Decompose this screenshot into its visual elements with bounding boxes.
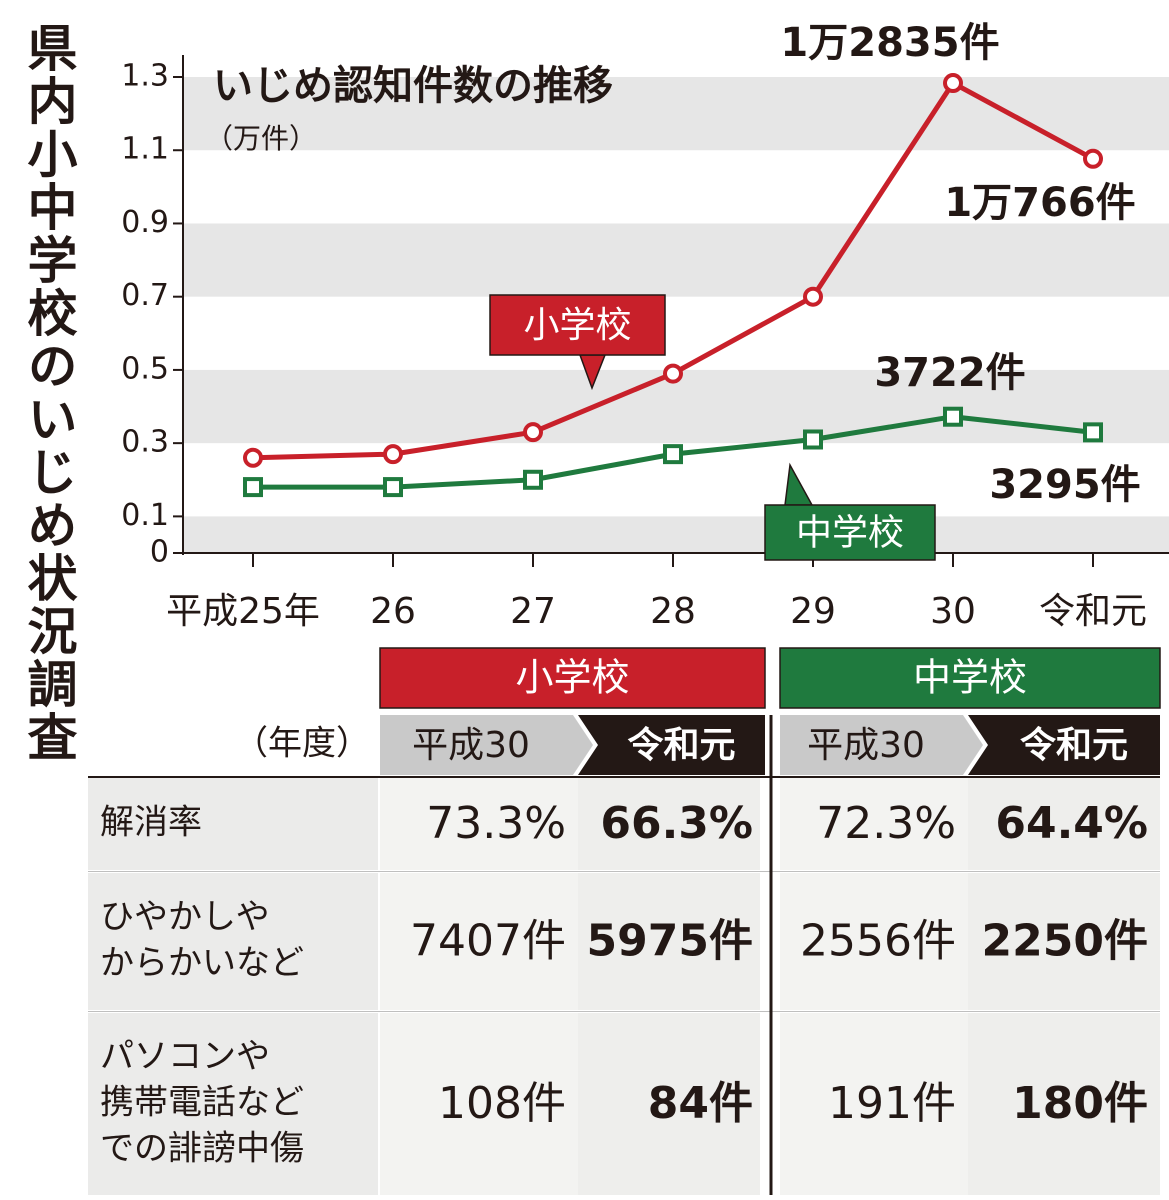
point [943,406,963,427]
data-label: 3722件 [874,350,1025,396]
year-header [380,715,593,775]
y-tick-label: 0.1 [121,498,169,533]
point [803,429,823,450]
grid-band [183,516,1169,553]
legend-box [764,504,936,561]
data-label: 1万2835件 [780,20,999,66]
cell [968,873,1160,1010]
y-tick-label: 0.3 [121,425,169,460]
x-tick-label: 28 [650,591,696,632]
grid-band [183,223,1169,297]
cell [780,778,968,870]
cell [780,873,968,1010]
point [663,444,683,465]
y-axis-label: （万件） [205,122,317,155]
cell-value: 7407件 [410,916,566,967]
cell-value: 2556件 [800,916,956,967]
row-label: 解消率 [100,803,202,843]
row-label-cell [88,778,378,870]
cell-value: 64.4% [995,798,1148,849]
cell-value: 84件 [648,1078,753,1129]
y-tick-label: 1.1 [121,132,169,167]
year-header-label: 平成30 [412,725,530,766]
point [523,469,543,490]
year-header [578,715,765,775]
side-title: 県内小中学校のいじめ状況調査 [20,22,78,764]
legend-label: 小学校 [523,305,631,346]
cell-value: 72.3% [816,798,956,849]
cell [380,778,578,870]
point [1083,148,1103,169]
x-tick-label: 令和元 [1039,591,1147,632]
cell [780,1013,968,1195]
data-label: 1万766件 [944,180,1135,226]
cell [380,1013,578,1195]
cell-value: 108件 [438,1078,566,1129]
x-tick-label: 26 [370,591,416,632]
y-tick-label: 0.5 [121,351,169,386]
row-label: パソコンや [100,1037,270,1077]
legend-box [489,294,666,356]
point [383,444,403,465]
cell [968,1013,1160,1195]
group-header [779,647,1161,709]
data-label: 3295件 [989,462,1140,508]
point [663,363,683,384]
row-label: 携帯電話など [100,1083,304,1123]
point [943,73,963,94]
year-header [780,715,983,775]
cell-value: 180件 [1012,1078,1148,1129]
chart-title: いじめ認知件数の推移 [213,63,613,109]
legend-tail [784,462,814,506]
year-header-label: 令和元 [627,725,735,766]
cell [578,873,760,1010]
cell-value: 73.3% [426,798,566,849]
point [243,477,263,498]
year-header-label: 令和元 [1020,725,1128,766]
cell-value: 66.3% [600,798,753,849]
row-label-cell [88,1013,378,1195]
row-label: ひやかしや [100,897,270,937]
year-header-label: 平成30 [807,725,925,766]
point [523,422,543,443]
row-label-cell [88,873,378,1010]
y-tick-label: 0.7 [121,278,169,313]
point [383,477,403,498]
x-tick-label: 27 [510,591,556,632]
cell [968,778,1160,870]
row-label: からかいなど [100,943,304,983]
x-tick-label: 29 [790,591,836,632]
x-tick-label: 平成25年 [166,591,320,632]
row-label: での誹謗中傷 [100,1129,304,1169]
cell-value: 191件 [828,1078,956,1129]
x-tick-label: 30 [930,591,976,632]
year-label: （年度） [234,724,370,764]
point [1083,422,1103,443]
cell [578,1013,760,1195]
cell-value: 5975件 [587,916,753,967]
cell [380,873,578,1010]
y-tick-label: 1.3 [121,59,169,94]
year-header [968,715,1160,775]
y-tick-label: 0.9 [121,205,169,240]
y-tick-label: 0 [150,535,169,570]
point [803,286,823,307]
group-header-label: 小学校 [515,656,629,700]
legend-label: 中学校 [796,513,904,554]
group-header-label: 中学校 [913,656,1027,700]
cell [578,778,760,870]
point [243,447,263,468]
group-header [379,647,766,709]
cell-value: 2250件 [982,916,1148,967]
